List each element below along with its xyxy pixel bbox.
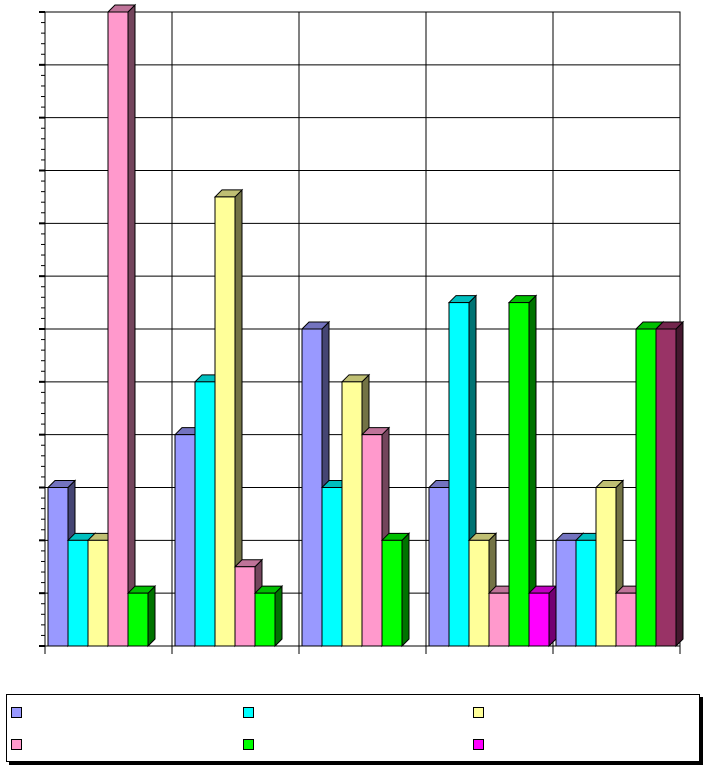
bar-side	[675, 320, 684, 648]
bar-front	[321, 487, 343, 647]
bar	[507, 294, 538, 648]
bars-layer	[46, 3, 685, 648]
bar-front	[254, 592, 276, 647]
bar-side	[401, 532, 410, 648]
bar-front	[555, 539, 577, 647]
bar	[106, 3, 137, 648]
legend-swatch	[243, 738, 254, 750]
bar-front	[528, 592, 550, 647]
bar	[654, 320, 685, 648]
legend-item	[473, 705, 490, 719]
bar	[253, 584, 284, 648]
bar-front	[428, 487, 450, 647]
bar	[380, 532, 411, 648]
bar	[213, 188, 244, 648]
bar-front	[301, 328, 323, 647]
bar-front	[234, 566, 256, 647]
legend-item	[243, 737, 260, 751]
legend-item	[11, 737, 28, 751]
bar-front	[194, 381, 216, 647]
bar-chart	[39, 3, 685, 654]
bar-front	[87, 539, 109, 647]
bar-front	[67, 539, 89, 647]
legend-item	[473, 737, 490, 751]
bar-front	[214, 196, 236, 647]
bar-front	[575, 539, 597, 647]
bar-front	[448, 302, 470, 647]
bar-front	[107, 11, 129, 647]
bar-side	[548, 584, 557, 648]
bar-front	[615, 592, 637, 647]
legend-swatch	[473, 706, 484, 718]
bar-front	[174, 434, 196, 647]
bar-front	[361, 434, 383, 647]
bar-front	[381, 539, 403, 647]
bar	[126, 584, 157, 648]
legend-swatch	[11, 738, 22, 750]
bar-front	[488, 592, 510, 647]
bar	[527, 584, 558, 648]
bar-front	[47, 487, 69, 647]
bar-front	[341, 381, 363, 647]
bar-side	[147, 584, 156, 648]
legend-swatch	[473, 738, 484, 750]
bar-front	[635, 328, 657, 647]
bar-front	[468, 539, 490, 647]
bar-side	[274, 584, 283, 648]
chart-legend	[6, 694, 700, 762]
legend-swatch	[11, 706, 22, 718]
legend-item	[243, 705, 260, 719]
bar-front	[595, 487, 617, 647]
bar-front	[508, 302, 530, 647]
legend-item	[11, 705, 28, 719]
bar-front	[127, 592, 149, 647]
bar-side	[127, 3, 136, 648]
legend-swatch	[243, 706, 254, 718]
bar-front	[655, 328, 677, 647]
